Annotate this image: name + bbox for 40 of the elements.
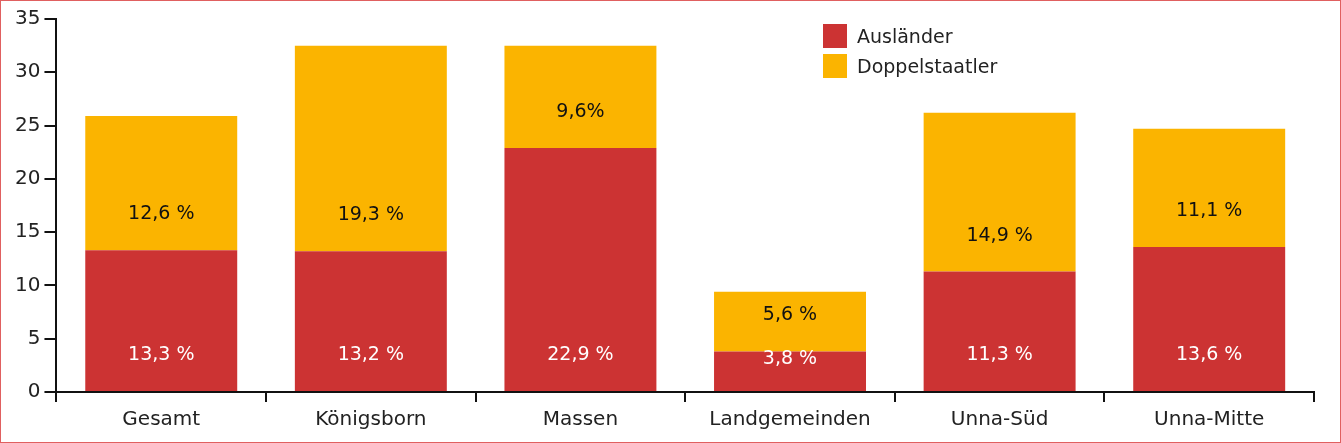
- data-label: 3,8 %: [762, 346, 818, 369]
- x-tick-label: Landgemeinden: [709, 406, 871, 431]
- x-tick-label: Gesamt: [122, 406, 201, 431]
- y-tick-label: 25: [15, 111, 41, 136]
- bar: [1133, 247, 1286, 391]
- bar: [714, 351, 866, 391]
- data-label: 13,3 %: [128, 341, 195, 364]
- x-tick-label: Unna-Süd: [950, 406, 1049, 431]
- bar: [714, 291, 866, 352]
- data-label: 13,2 %: [337, 341, 405, 364]
- y-tick-label: 10: [15, 271, 41, 296]
- bar: [85, 250, 238, 391]
- x-tick-label: Massen: [542, 406, 619, 431]
- x-tick-label: Königsborn: [315, 406, 427, 431]
- bar: [923, 112, 1076, 272]
- data-label: 12,6 %: [128, 201, 195, 224]
- bar: [294, 251, 447, 391]
- y-tick-label: 35: [15, 5, 41, 30]
- y-tick-label: 20: [15, 165, 41, 190]
- data-label: 5,6 %: [762, 302, 818, 325]
- x-tick-label: Unna-Mitte: [1154, 406, 1265, 431]
- bar: [1133, 128, 1286, 248]
- legend-label: Doppelstaatler: [857, 55, 998, 77]
- y-tick-label: 0: [27, 378, 41, 403]
- y-tick-label: 5: [27, 324, 41, 349]
- data-label: 11,1 %: [1176, 198, 1243, 220]
- y-tick-label: 30: [15, 58, 41, 83]
- data-label: 11,3 %: [966, 341, 1033, 364]
- data-label: 9,6%: [556, 98, 605, 121]
- data-label: 13,6 %: [1176, 341, 1243, 364]
- bar: [504, 45, 657, 148]
- bar: [504, 147, 657, 391]
- legend-label: Ausländer: [857, 25, 953, 47]
- data-label: 19,3 %: [337, 202, 405, 225]
- bar: [923, 271, 1076, 391]
- bar: [85, 115, 238, 251]
- data-label: 14,9 %: [966, 222, 1033, 245]
- data-label: 22,9 %: [547, 341, 614, 364]
- bar: [294, 45, 447, 252]
- y-tick-label: 15: [15, 218, 41, 243]
